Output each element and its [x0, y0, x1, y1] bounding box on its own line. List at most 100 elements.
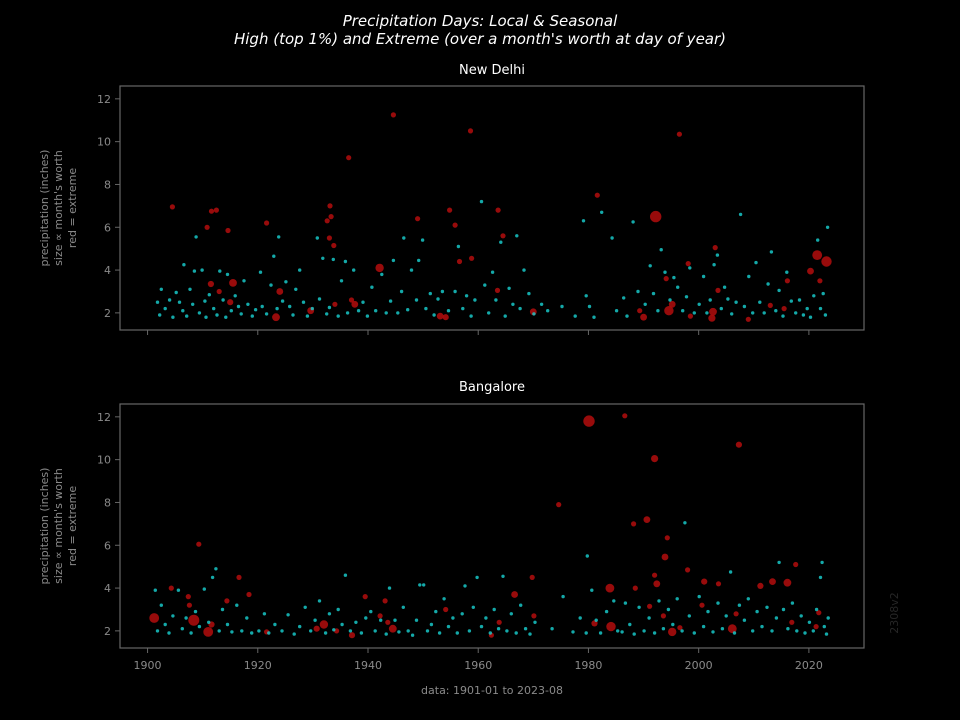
- high-day-point: [475, 575, 479, 580]
- x-tick-label: 1920: [244, 659, 272, 672]
- high-day-point: [550, 627, 554, 631]
- high-day-point: [499, 240, 503, 244]
- high-day-point: [751, 629, 755, 633]
- high-day-point: [451, 616, 455, 620]
- extreme-day-point: [447, 207, 453, 213]
- extreme-day-point: [385, 619, 391, 625]
- high-day-point: [456, 244, 461, 249]
- high-day-point: [275, 306, 279, 311]
- high-day-point: [803, 631, 807, 635]
- high-day-point: [573, 314, 577, 318]
- high-day-point: [428, 291, 432, 296]
- high-day-point: [365, 314, 370, 318]
- high-day-point: [509, 612, 513, 616]
- high-day-point: [734, 300, 738, 304]
- high-day-point: [327, 305, 332, 310]
- high-day-point: [561, 594, 565, 599]
- high-day-point: [560, 304, 564, 309]
- y-tick-label: 8: [104, 178, 111, 191]
- high-day-point: [429, 622, 434, 627]
- high-day-point: [546, 309, 550, 313]
- extreme-day-point: [715, 287, 721, 293]
- high-day-point: [647, 616, 651, 620]
- high-day-point: [280, 629, 284, 633]
- high-day-point: [163, 622, 167, 627]
- high-day-point: [487, 311, 491, 315]
- extreme-day-point: [328, 214, 334, 220]
- x-tick-label: 1900: [134, 659, 162, 672]
- data-points: [155, 112, 832, 322]
- high-day-point: [331, 257, 335, 262]
- high-day-point: [659, 248, 663, 252]
- panel-title: Bangalore: [459, 380, 525, 395]
- high-day-point: [820, 560, 824, 565]
- high-day-point: [758, 300, 762, 304]
- high-day-point: [539, 302, 544, 306]
- high-day-point: [388, 299, 393, 303]
- high-day-point: [518, 306, 522, 311]
- extreme-day-point: [331, 242, 337, 249]
- high-day-point: [821, 291, 825, 296]
- high-day-point: [460, 612, 464, 616]
- high-day-point: [370, 285, 374, 289]
- extreme-day-point: [436, 312, 444, 320]
- extreme-day-point: [632, 585, 638, 591]
- high-day-point: [424, 306, 428, 311]
- extreme-day-point: [351, 300, 359, 308]
- extreme-day-point: [583, 415, 595, 427]
- extreme-day-point: [467, 128, 474, 134]
- extreme-day-point: [664, 306, 674, 316]
- extreme-day-point: [807, 267, 814, 275]
- extreme-day-point: [733, 611, 739, 617]
- extreme-day-point: [246, 591, 252, 598]
- high-day-point: [801, 313, 806, 317]
- high-day-point: [610, 236, 614, 240]
- extreme-day-point: [677, 625, 683, 631]
- high-day-point: [260, 304, 264, 309]
- high-day-point: [737, 603, 742, 607]
- high-day-point: [463, 584, 467, 588]
- high-day-point: [240, 629, 244, 633]
- high-day-point: [794, 311, 798, 315]
- high-day-point: [409, 268, 414, 272]
- axis-ticks: 2 4 6 8 10 12 1900 1920 1940 1960 1980 2000 2020: [97, 411, 823, 672]
- high-day-point: [453, 289, 457, 294]
- high-day-point: [253, 308, 258, 312]
- high-day-point: [315, 236, 319, 240]
- high-day-point: [708, 298, 712, 302]
- high-day-point: [594, 618, 598, 622]
- extreme-day-point: [605, 583, 615, 593]
- high-day-point: [379, 618, 383, 622]
- high-day-point: [769, 250, 774, 254]
- high-day-point: [683, 521, 687, 525]
- y-axis-label-line-3: red = extreme: [66, 486, 79, 566]
- extreme-day-point: [348, 297, 355, 303]
- high-day-point: [317, 599, 322, 603]
- extreme-day-point: [169, 204, 175, 210]
- high-day-point: [584, 294, 588, 298]
- high-day-point: [364, 616, 368, 620]
- high-day-point: [825, 225, 830, 229]
- high-day-point: [225, 272, 230, 277]
- high-day-point: [755, 609, 759, 614]
- high-day-point: [188, 287, 192, 291]
- high-day-point: [675, 597, 679, 601]
- high-day-point: [336, 607, 340, 612]
- high-day-point: [167, 298, 172, 302]
- y-tick-label: 8: [104, 496, 111, 509]
- high-day-point: [402, 236, 406, 240]
- high-day-point: [267, 631, 271, 635]
- high-day-point: [193, 609, 198, 614]
- high-day-point: [490, 270, 495, 274]
- extreme-day-point: [149, 613, 160, 623]
- high-day-point: [182, 263, 186, 267]
- extreme-day-point: [650, 210, 662, 223]
- extreme-day-point: [324, 218, 330, 224]
- high-day-point: [814, 607, 819, 612]
- extreme-day-point: [382, 598, 388, 604]
- high-day-point: [203, 299, 207, 303]
- extreme-day-point: [377, 613, 383, 619]
- extreme-day-point: [529, 574, 535, 581]
- high-day-point: [155, 300, 160, 304]
- high-day-point: [799, 614, 803, 618]
